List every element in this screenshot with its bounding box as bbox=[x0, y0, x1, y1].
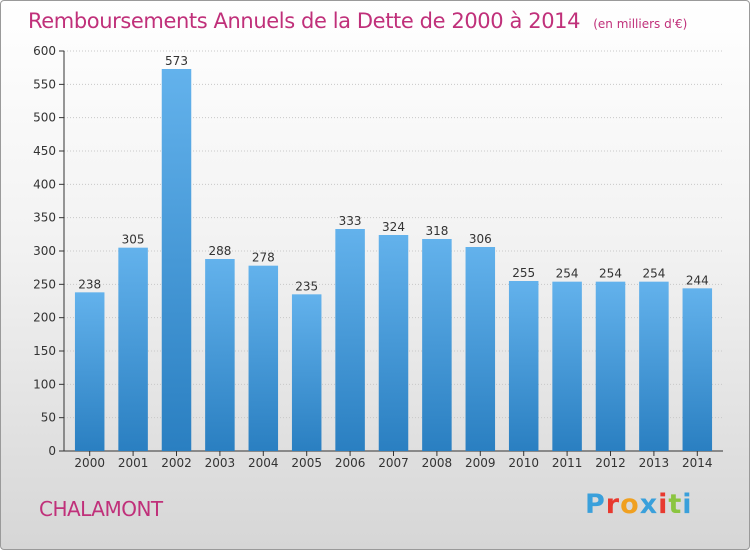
data-label: 254 bbox=[599, 267, 622, 281]
data-label: 305 bbox=[122, 233, 145, 247]
bar bbox=[465, 247, 496, 451]
title-row: Remboursements Annuels de la Dette de 20… bbox=[28, 9, 687, 33]
bar bbox=[422, 239, 452, 451]
x-tick-label: 2006 bbox=[335, 456, 366, 470]
x-tick-label: 2014 bbox=[682, 456, 713, 470]
data-label: 306 bbox=[469, 232, 492, 246]
x-tick-label: 2007 bbox=[378, 456, 409, 470]
x-tick-label: 2001 bbox=[118, 456, 149, 470]
y-tick-label: 200 bbox=[33, 311, 56, 325]
bar bbox=[291, 294, 322, 451]
x-tick-label: 2000 bbox=[74, 456, 105, 470]
logo-letter: x bbox=[639, 489, 659, 520]
bar bbox=[639, 281, 669, 451]
bar bbox=[74, 292, 105, 451]
y-tick-label: 150 bbox=[33, 344, 56, 358]
data-label: 333 bbox=[339, 214, 362, 228]
logo-letter: r bbox=[605, 489, 621, 520]
data-label: 244 bbox=[686, 273, 709, 287]
bar bbox=[595, 281, 626, 451]
bar bbox=[205, 259, 235, 451]
x-tick-label: 2009 bbox=[465, 456, 496, 470]
data-label: 238 bbox=[78, 277, 101, 291]
x-tick-label: 2002 bbox=[161, 456, 192, 470]
data-label: 254 bbox=[556, 267, 579, 281]
chart-title: Remboursements Annuels de la Dette de 20… bbox=[28, 9, 581, 33]
x-tick-label: 2010 bbox=[508, 456, 539, 470]
data-label: 573 bbox=[165, 54, 188, 68]
y-tick-label: 100 bbox=[33, 377, 56, 391]
proxiti-logo: Proxiti bbox=[585, 489, 693, 520]
logo-letter: t bbox=[668, 489, 683, 520]
logo-letter: i bbox=[682, 489, 693, 520]
y-tick-label: 600 bbox=[33, 44, 56, 58]
place-name: CHALAMONT bbox=[39, 497, 163, 521]
logo-letter: i bbox=[658, 489, 669, 520]
data-label: 278 bbox=[252, 251, 275, 265]
bar bbox=[118, 247, 148, 451]
x-tick-label: 2004 bbox=[248, 456, 279, 470]
x-tick-label: 2012 bbox=[595, 456, 626, 470]
logo-letter: o bbox=[620, 489, 640, 520]
y-tick-label: 0 bbox=[48, 444, 56, 458]
data-label: 235 bbox=[295, 279, 318, 293]
y-tick-label: 500 bbox=[33, 111, 56, 125]
y-tick-label: 400 bbox=[33, 177, 56, 191]
bar bbox=[248, 265, 279, 451]
y-tick-label: 250 bbox=[33, 277, 56, 291]
logo-letter: P bbox=[585, 489, 606, 520]
bar bbox=[508, 281, 539, 451]
x-tick-label: 2008 bbox=[422, 456, 453, 470]
bar bbox=[552, 281, 582, 451]
y-tick-label: 350 bbox=[33, 211, 56, 225]
data-label: 318 bbox=[425, 224, 448, 238]
data-label: 254 bbox=[642, 267, 665, 281]
chart-subtitle: (en milliers d'€) bbox=[593, 17, 688, 31]
data-label: 288 bbox=[208, 244, 231, 258]
x-tick-label: 2013 bbox=[639, 456, 670, 470]
data-label: 324 bbox=[382, 220, 405, 234]
y-tick-label: 550 bbox=[33, 77, 56, 91]
x-tick-label: 2003 bbox=[205, 456, 236, 470]
bar bbox=[161, 69, 192, 451]
y-tick-label: 450 bbox=[33, 144, 56, 158]
data-label: 255 bbox=[512, 266, 535, 280]
y-tick-label: 50 bbox=[41, 411, 56, 425]
bar bbox=[335, 229, 365, 451]
bar bbox=[682, 288, 713, 451]
x-tick-label: 2011 bbox=[552, 456, 583, 470]
bar bbox=[378, 235, 409, 451]
x-tick-label: 2005 bbox=[291, 456, 322, 470]
y-tick-label: 300 bbox=[33, 244, 56, 258]
